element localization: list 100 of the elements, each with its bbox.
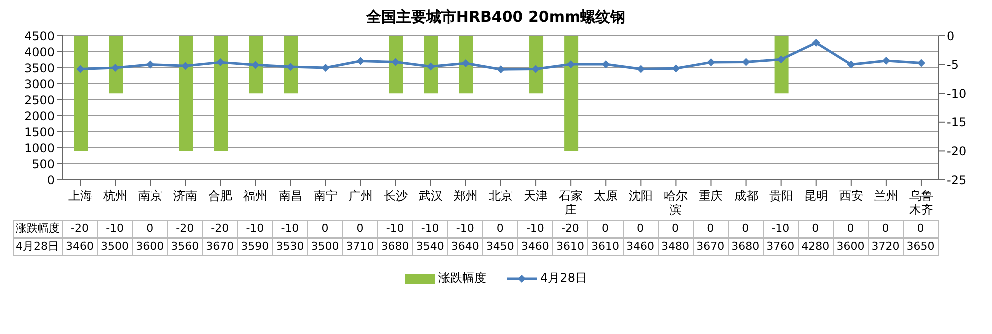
point: [426, 62, 435, 71]
data-label: 3590: [238, 238, 274, 256]
x-tick-label: 上海: [68, 189, 93, 203]
y-tick-label: 3500: [24, 61, 55, 76]
y2-tick-label: -15: [947, 116, 967, 130]
point: [812, 39, 820, 48]
data-label: -20: [553, 220, 588, 238]
data-label: 3610: [553, 238, 588, 256]
y-tick-label: 0: [47, 173, 55, 188]
data-label: -20: [203, 220, 238, 238]
point: [532, 65, 540, 74]
x-tick-label: 重庆: [699, 189, 724, 203]
data-label: -10: [378, 220, 414, 238]
data-label: 3680: [728, 238, 764, 256]
x-tick-label: 沈阳: [629, 189, 654, 203]
x-tick-label: 南宁: [314, 189, 338, 203]
y-tick-label: 500: [32, 157, 55, 172]
data-label: -10: [273, 220, 308, 238]
data-label: 3710: [343, 238, 378, 256]
x-tick-label: 杭州: [102, 189, 128, 203]
y-tick-label: 1500: [24, 125, 55, 140]
data-label: 0: [798, 220, 834, 238]
x-tick-label: 西安: [839, 189, 864, 203]
data-label: -10: [413, 220, 448, 238]
data-label: 3480: [658, 238, 694, 256]
data-label: 3560: [168, 238, 204, 256]
y-tick-label: 4000: [24, 45, 55, 60]
text: 4月28日: [16, 240, 59, 253]
y-tick-label: 3000: [24, 77, 55, 92]
x-tick-label: 昆明: [804, 189, 828, 203]
data-label: 0: [868, 220, 904, 238]
x-tick-label: 长沙: [384, 189, 408, 203]
y-tick-label: 2500: [24, 93, 55, 108]
y2-tick-label: -25: [947, 173, 967, 188]
legend-label: 涨跌幅度: [438, 270, 487, 287]
y2-tick-label: -10: [947, 86, 967, 101]
point: [917, 59, 926, 68]
point: [182, 62, 190, 70]
data-label: 0: [728, 220, 764, 238]
data-label: 4280: [798, 238, 834, 256]
x-tick-label: 天津: [524, 189, 548, 203]
data-label: 3460: [63, 238, 98, 256]
point: [742, 58, 750, 66]
data-label: -10: [764, 220, 799, 238]
point: [707, 58, 716, 67]
point: [322, 64, 330, 72]
x-tick-label: 乌鲁木齐: [909, 189, 934, 217]
data-label: 3600: [834, 238, 869, 256]
data-label: 3640: [448, 238, 484, 256]
point: [847, 60, 856, 69]
y2-tick-label: 0: [947, 29, 955, 44]
x-tick-label: 广州: [348, 189, 373, 203]
data-label: 0: [483, 220, 518, 238]
point: [356, 57, 365, 66]
point: [602, 60, 610, 68]
x-tick-label: 福州: [244, 189, 268, 203]
data-label: 0: [308, 220, 344, 238]
point: [216, 58, 225, 67]
point: [497, 66, 505, 74]
data-label: 3600: [133, 238, 168, 256]
point: [146, 60, 155, 69]
x-tick-label: 合肥: [208, 189, 233, 203]
data-label: -10: [238, 220, 274, 238]
x-tick-label: 哈尔滨: [664, 189, 688, 217]
data-label: 3680: [378, 238, 414, 256]
data-label: 3670: [694, 238, 729, 256]
y-tick-label: 2000: [24, 109, 55, 124]
data-label: 3450: [483, 238, 518, 256]
x-tick-label: 北京: [489, 189, 513, 203]
data-label: -10: [98, 220, 134, 238]
point: [777, 56, 786, 64]
point: [637, 65, 646, 74]
data-label: 0: [133, 220, 168, 238]
data-label: -20: [168, 220, 204, 238]
data-label: 3460: [518, 238, 554, 256]
point: [882, 56, 890, 65]
y-tick-label: 1000: [24, 141, 55, 156]
y2-tick-label: -5: [947, 58, 959, 72]
data-label: 3610: [588, 238, 624, 256]
legend-label: 4月28日: [540, 270, 588, 287]
x-tick-label: 太原: [594, 189, 618, 203]
y2-tick-label: -20: [947, 144, 967, 158]
data-label: 3500: [98, 238, 134, 256]
text: 涨跌幅度: [16, 222, 60, 235]
y-tick-label: 4500: [24, 29, 55, 44]
data-label: 0: [624, 220, 659, 238]
data-label: 0: [694, 220, 729, 238]
data-label: -10: [448, 220, 484, 238]
data-label: 3530: [273, 238, 308, 256]
data-label: 3720: [868, 238, 904, 256]
data-label: 0: [588, 220, 624, 238]
data-label: 3500: [308, 238, 344, 256]
x-tick-label: 南京: [138, 189, 163, 203]
x-tick-label: 郑州: [454, 189, 478, 203]
data-label: 3670: [203, 238, 238, 256]
data-label: -20: [63, 220, 98, 238]
data-label: 0: [343, 220, 378, 238]
x-tick-label: 兰州: [874, 189, 898, 203]
x-tick-label: 武汉: [418, 189, 443, 203]
data-label: 3760: [764, 238, 799, 256]
